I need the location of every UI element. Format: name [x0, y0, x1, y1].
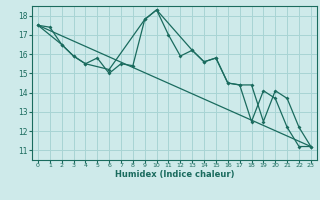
X-axis label: Humidex (Indice chaleur): Humidex (Indice chaleur) [115, 170, 234, 179]
